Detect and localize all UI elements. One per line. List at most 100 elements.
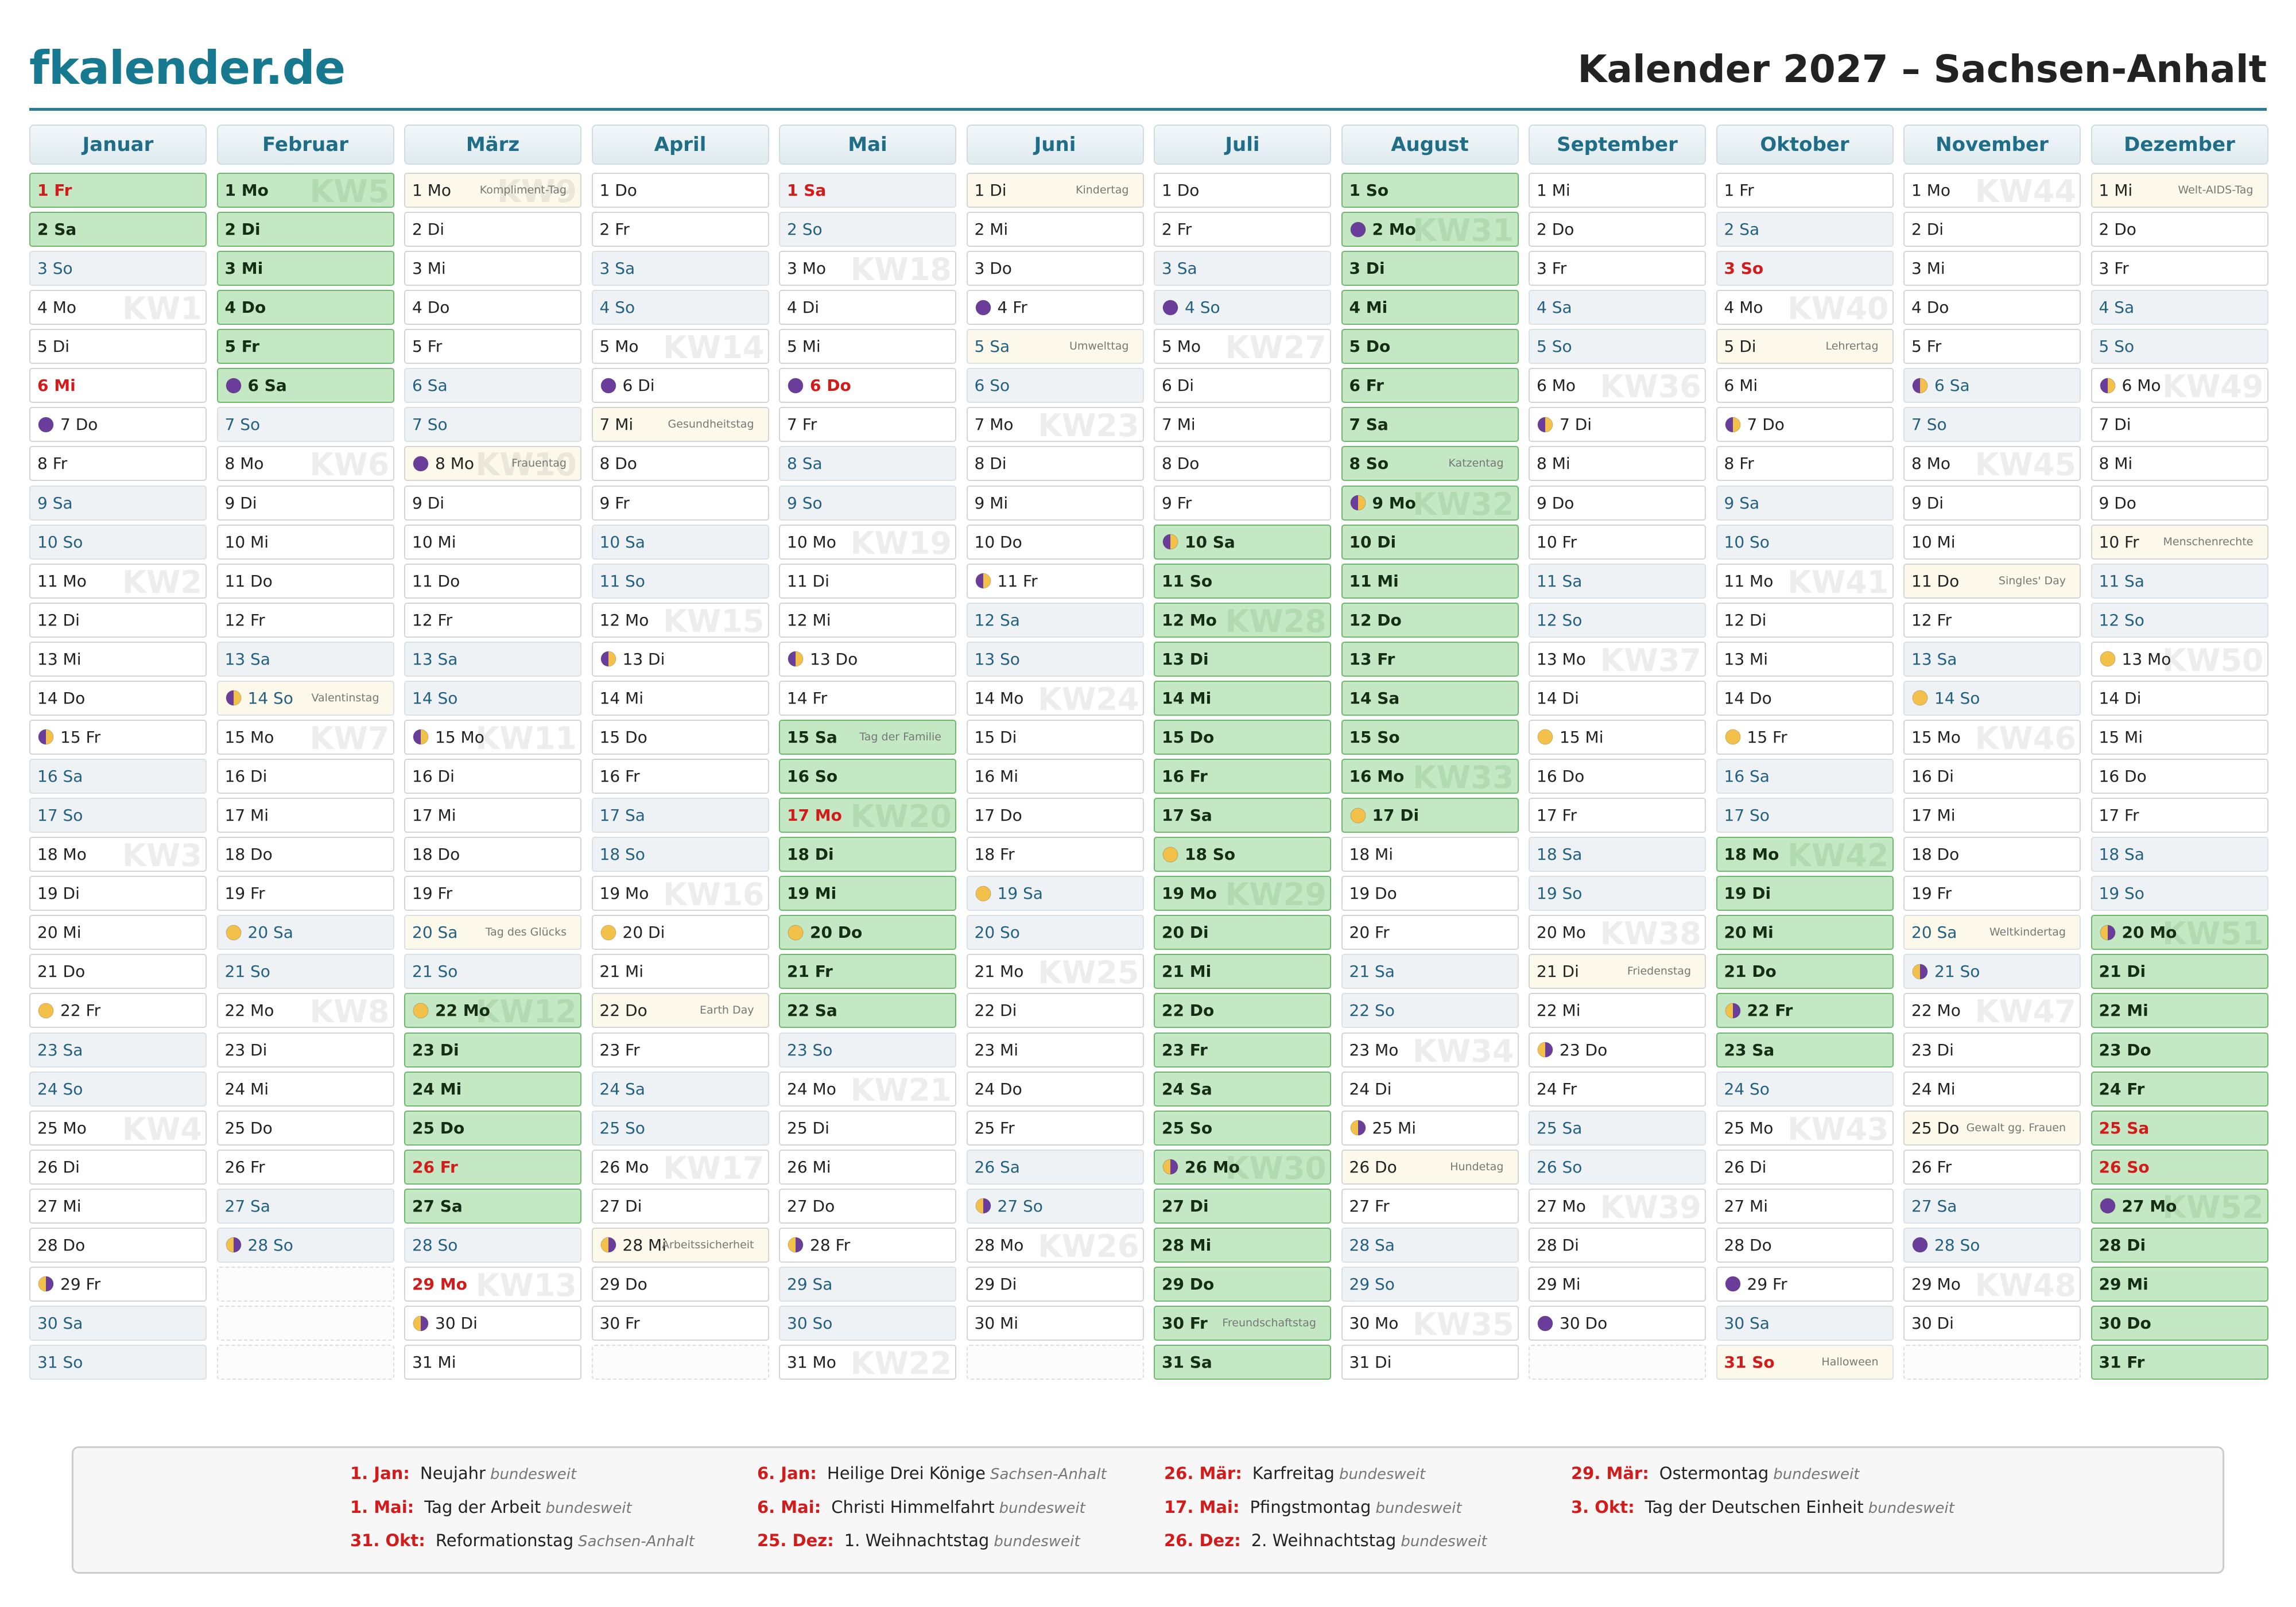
day-cell: 20 Fr — [1341, 915, 1519, 950]
day-label: 27 Mi — [1724, 1196, 1768, 1216]
day-label: 26 Fr — [1911, 1157, 1952, 1177]
day-label-row: 28 Do — [37, 1229, 85, 1261]
day-label-row: 24 Mo — [787, 1073, 836, 1105]
moon-phase — [38, 417, 54, 433]
day-label: 24 Mi — [1911, 1079, 1956, 1098]
day-label: 28 Mo — [974, 1235, 1024, 1255]
day-cell: 3 So — [29, 251, 207, 286]
day-label-row: 8 Fr — [37, 447, 67, 480]
day-label-row: 28 Do — [1724, 1229, 1772, 1261]
day-label: 17 So — [37, 806, 83, 825]
holiday-date: 1. Jan: — [350, 1464, 410, 1483]
day-cell: 25 Do — [404, 1110, 581, 1146]
week-number: KW35 — [1412, 1306, 1514, 1341]
day-label-row: 24 Mi — [225, 1073, 269, 1105]
day-label: 9 Mi — [974, 493, 1009, 513]
day-label: 19 Di — [1724, 884, 1771, 903]
day-cell: 5 So — [2091, 329, 2268, 364]
moon-disc — [1913, 690, 1927, 706]
day-label: 19 Sa — [997, 884, 1043, 903]
day-cell: 30 Di — [404, 1306, 581, 1341]
day-label: 22 Mo — [224, 1001, 274, 1020]
day-label: 11 Sa — [2099, 571, 2144, 591]
day-label-row: 31 So — [37, 1346, 83, 1379]
day-cell: 10 Di — [1341, 524, 1519, 560]
day-note: Friedenstag — [1627, 965, 1691, 978]
day-label: 3 Mo — [787, 259, 827, 278]
day-cell: 15 So — [1341, 719, 1519, 755]
day-cell: 23 Di — [1903, 1032, 2081, 1068]
day-label-row: 1 Mi — [1537, 174, 1570, 207]
day-cell: KW1 4 Mo — [29, 290, 207, 325]
day-cell: KW28 12 Mo — [1154, 602, 1331, 638]
day-label-row: 26 So — [2099, 1151, 2150, 1183]
day-label-row: 25 Do — [412, 1112, 464, 1144]
day-label: 16 Di — [224, 767, 267, 786]
moon-half — [233, 690, 241, 706]
day-cell: 31 So — [29, 1345, 207, 1380]
week-number: KW7 — [309, 720, 390, 755]
day-label-row: 24 So — [37, 1073, 83, 1105]
day-cell: KW48 29 Mo — [1903, 1266, 2081, 1302]
moon-rim — [788, 378, 804, 394]
day-label: 1 Fr — [1724, 181, 1754, 200]
day-label-row: 26 Mo — [600, 1151, 649, 1183]
day-label: 11 Fr — [997, 571, 1038, 591]
day-cell: KW9 1 Mo Kompliment-Tag — [404, 173, 581, 208]
day-note: Valentinstag — [311, 691, 379, 704]
day-cell: 13 Mi — [1716, 641, 1894, 677]
day-label: 15 Mo — [435, 727, 484, 747]
moon-rim — [1537, 1042, 1553, 1058]
day-label: 10 Fr — [1537, 532, 1577, 552]
day-cell: 2 Sa — [1716, 212, 1894, 247]
day-cell: 7 Di — [2091, 407, 2268, 442]
day-cell: 30 Do — [2091, 1306, 2268, 1341]
day-cell: 18 Mi — [1341, 837, 1519, 872]
day-cell: 9 Di — [216, 485, 394, 521]
moon-rim — [2100, 1198, 2115, 1214]
day-cell: 9 Fr — [1154, 485, 1331, 521]
day-cell: 27 Fr — [1341, 1188, 1519, 1224]
day-cell: 2 Sa — [29, 212, 207, 247]
day-cell: 28 So — [216, 1227, 394, 1263]
day-label-row: 30 Fr — [1162, 1307, 1208, 1340]
day-cell: 19 Fr — [1903, 876, 2081, 911]
day-label: 3 Mi — [1911, 259, 1945, 278]
day-label-row: 14 So — [225, 682, 293, 715]
day-label: 4 Fr — [997, 298, 1027, 317]
day-label-row: 15 Fr — [1724, 721, 1787, 754]
day-label: 30 Di — [435, 1314, 478, 1333]
moon-phase — [788, 1237, 804, 1253]
day-label: 29 Do — [1162, 1274, 1215, 1294]
day-label-row: 16 Fr — [1162, 760, 1208, 793]
holiday-scope: bundesweit — [490, 1466, 577, 1483]
day-cell: 10 Mi — [1903, 524, 2081, 560]
day-cell: 31 Fr — [2091, 1345, 2268, 1380]
day-label: 9 Di — [224, 493, 257, 513]
day-label: 1 Mi — [1537, 181, 1570, 200]
day-label-row: 9 Fr — [1162, 487, 1192, 519]
moon-half — [1163, 1159, 1170, 1175]
day-label-row: 14 Mi — [1162, 682, 1211, 715]
day-label: 12 Fr — [412, 610, 453, 630]
day-cell: 28 Di — [1529, 1227, 1706, 1263]
moon-rim — [2100, 925, 2115, 941]
day-cell: 21 So — [404, 954, 581, 989]
day-cell: 30 Fr — [591, 1306, 769, 1341]
day-label-row: 20 Mo — [2099, 916, 2177, 949]
day-label: 13 Di — [1162, 649, 1209, 669]
day-cell: 19 Fr — [216, 876, 394, 911]
day-label-row: 13 Mo — [1537, 643, 1586, 676]
moon-rim — [1912, 964, 1928, 980]
day-label: 4 So — [1185, 298, 1220, 317]
holiday-scope: Sachsen-Anhalt — [990, 1466, 1107, 1483]
week-number: KW17 — [662, 1150, 765, 1185]
day-label-row: 28 Mi — [1162, 1229, 1211, 1261]
holiday-date: 26. Mär: — [1164, 1464, 1242, 1483]
day-label: 3 So — [37, 259, 73, 278]
day-label-row: 12 Fr — [1911, 604, 1952, 636]
day-label: 28 So — [1934, 1235, 1980, 1255]
day-label-row: 5 Fr — [412, 330, 442, 363]
logo[interactable]: fkalender.de — [29, 41, 346, 95]
day-cell: 26 Do Hundetag — [1341, 1149, 1519, 1185]
